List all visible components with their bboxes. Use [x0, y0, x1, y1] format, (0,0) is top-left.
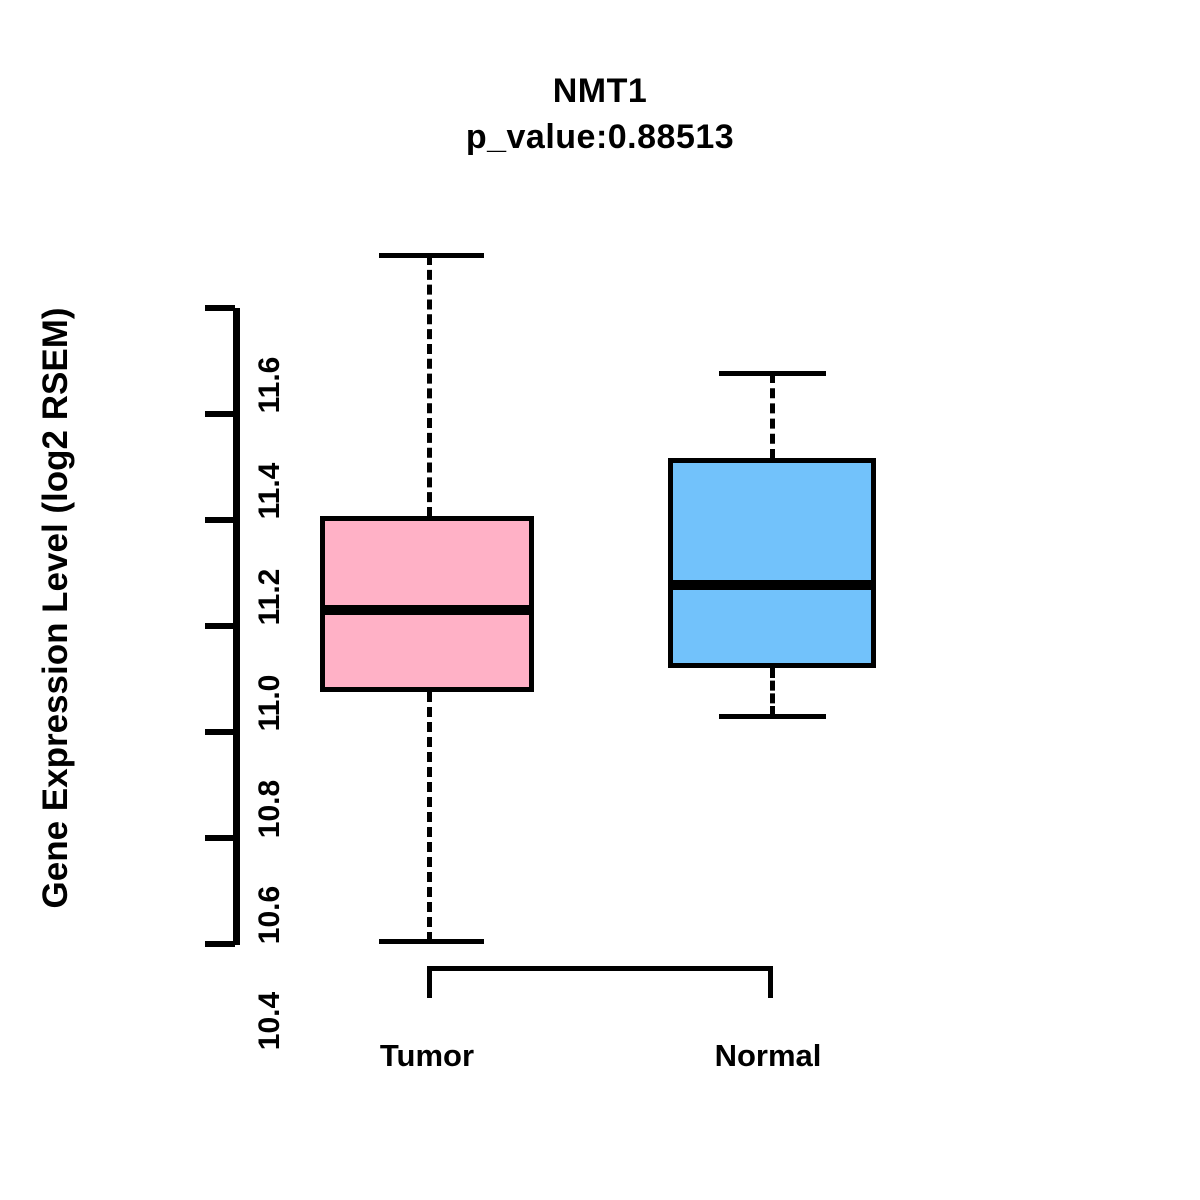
- tumor-lower-whisker-cap: [379, 939, 484, 944]
- y-tick-mark: [205, 305, 235, 311]
- x-axis-label-tumor: Tumor: [379, 1038, 475, 1073]
- y-tick-mark: [205, 517, 235, 523]
- y-tick-mark: [205, 941, 235, 947]
- normal-median-line: [668, 580, 876, 590]
- y-tick-mark: [205, 411, 235, 417]
- y-tick-mark: [205, 835, 235, 841]
- normal-box[interactable]: [668, 458, 876, 668]
- y-axis-title: Gene Expression Level (log2 RSEM): [36, 307, 75, 909]
- tumor-box[interactable]: [320, 516, 534, 692]
- x-tick-mark-normal: [768, 966, 773, 998]
- tumor-lower-whisker: [427, 692, 432, 942]
- chart-title-gene: NMT1: [552, 72, 648, 110]
- y-tick-mark: [205, 623, 235, 629]
- tumor-upper-whisker: [427, 255, 432, 517]
- x-axis-label-normal: Normal: [714, 1038, 822, 1073]
- normal-lower-whisker-cap: [719, 714, 826, 719]
- tumor-median-line: [320, 605, 534, 615]
- y-tick-label: 11.6: [253, 356, 286, 414]
- x-tick-mark-tumor: [427, 966, 432, 998]
- x-axis-line: [427, 966, 773, 971]
- chart-subtitle-pvalue: p_value:0.88513: [465, 118, 735, 156]
- normal-lower-whisker: [770, 668, 775, 716]
- y-axis-line: [233, 308, 240, 945]
- y-tick-mark: [205, 729, 235, 735]
- normal-upper-whisker: [770, 373, 775, 459]
